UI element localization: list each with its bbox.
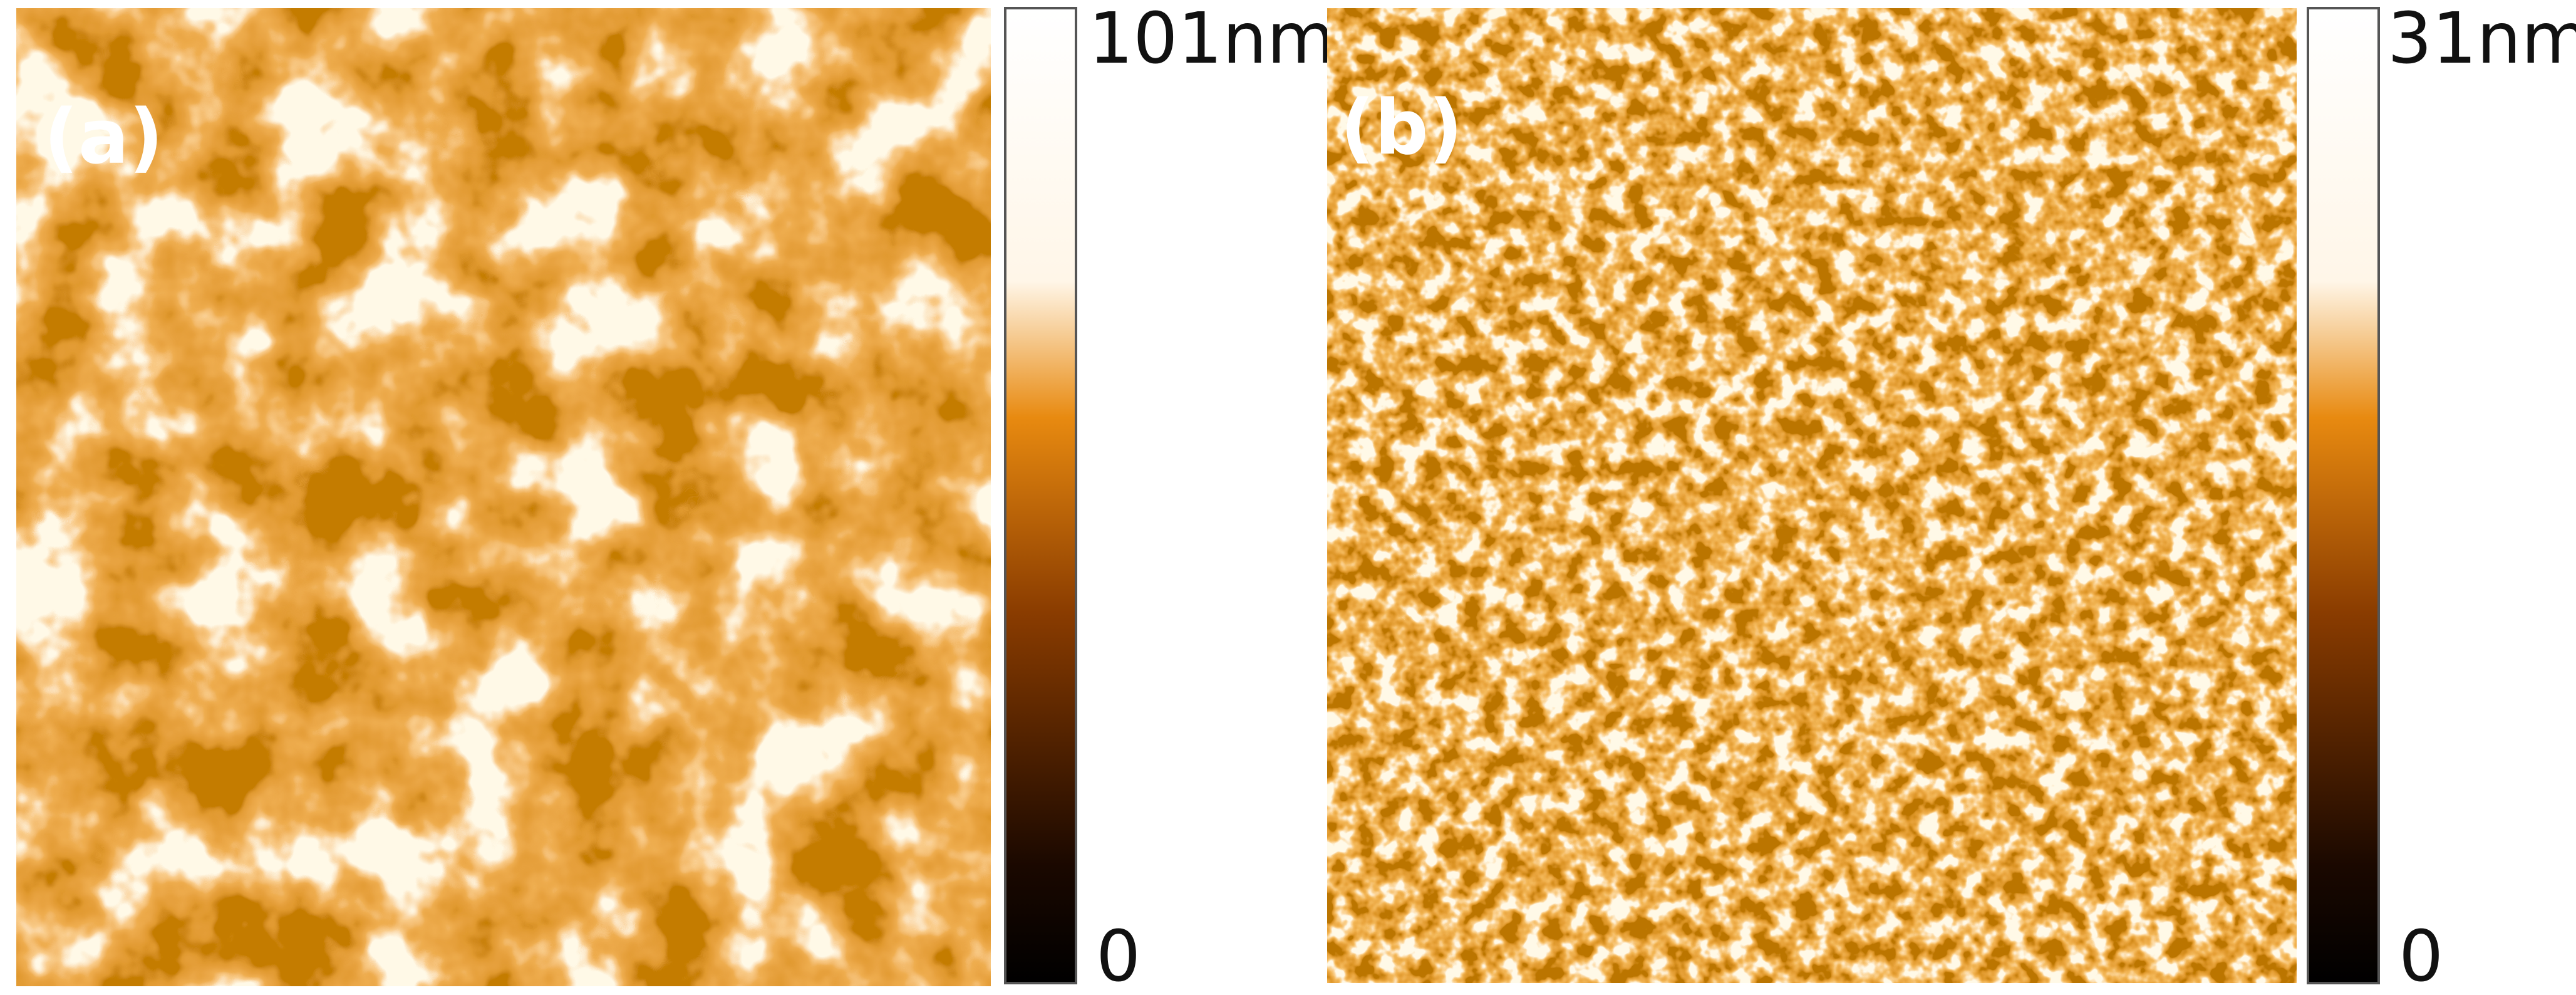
- scale-max: 31nm: [2387, 0, 2576, 80]
- scale-min: 0: [2399, 916, 2443, 995]
- colorbar: [2307, 7, 2380, 984]
- panel-label: (b): [1340, 85, 1463, 172]
- colorbar: [1004, 7, 1077, 984]
- afm-image: [16, 8, 991, 986]
- panel-label: (a): [44, 94, 163, 181]
- scale-min: 0: [1096, 916, 1141, 995]
- scale-max: 101nm: [1089, 0, 1335, 80]
- afm-image: [1327, 8, 2297, 983]
